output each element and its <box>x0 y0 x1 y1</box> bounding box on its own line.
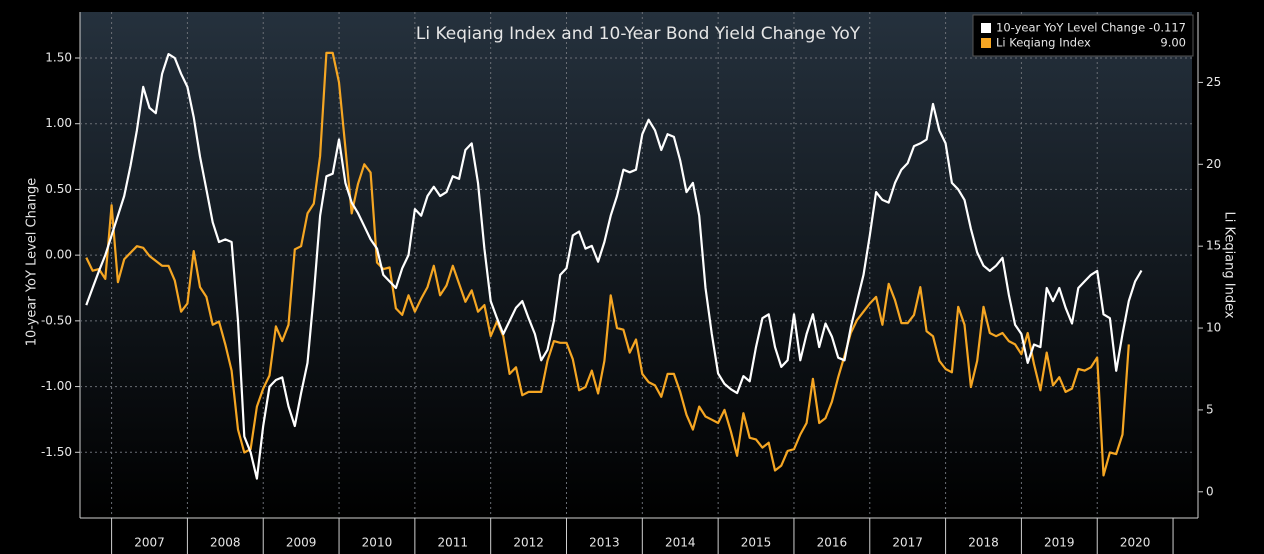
legend: 10-year YoY Level Change -0.117 Li Keqiang… <box>972 14 1194 57</box>
legend-value: -0.117 <box>1149 21 1186 35</box>
x-tick-label: 2012 <box>513 536 544 550</box>
y-tick-label: 1.00 <box>45 116 72 130</box>
series-line <box>85 53 1143 480</box>
legend-box <box>972 14 1194 57</box>
x-tick-label: 2019 <box>1044 536 1075 550</box>
x-tick-label: 2011 <box>437 536 468 550</box>
y-tick-label: -1.00 <box>41 379 72 393</box>
x-tick-label: 2014 <box>665 536 696 550</box>
y2-tick-label: 15 <box>1206 239 1221 253</box>
y2-tick-label: 0 <box>1206 484 1214 498</box>
y2-tick-label: 25 <box>1206 75 1221 89</box>
y-tick-label: -1.50 <box>41 445 72 459</box>
legend-label: 10-year YoY Level Change <box>996 21 1145 35</box>
y2-tick-label: 10 <box>1206 321 1221 335</box>
x-tick-label: 2020 <box>1120 536 1151 550</box>
legend-value: 9.00 <box>1160 36 1186 50</box>
chart-title: Li Keqiang Index and 10-Year Bond Yield … <box>416 24 861 44</box>
y-tick-label: 0.50 <box>45 182 72 196</box>
y2-axis-label: Li Keqiang Index <box>1222 211 1237 318</box>
x-tick-label: 2008 <box>210 536 241 550</box>
x-tick-label: 2013 <box>589 536 620 550</box>
grid: -1.50-1.00-0.500.000.501.001.50051015202… <box>41 12 1221 554</box>
plot-area <box>80 12 1192 518</box>
y-tick-label: 1.50 <box>45 51 72 65</box>
x-tick-label: 2010 <box>362 536 393 550</box>
legend-swatch <box>981 23 991 33</box>
x-tick-label: 2016 <box>817 536 848 550</box>
x-tick-label: 2017 <box>892 536 923 550</box>
y2-tick-label: 5 <box>1206 402 1214 416</box>
y-tick-label: -0.50 <box>41 313 72 327</box>
x-tick-label: 2015 <box>741 536 772 550</box>
x-tick-label: 2018 <box>968 536 999 550</box>
lines <box>85 51 1143 480</box>
y2-tick-label: 20 <box>1206 157 1221 171</box>
legend-swatch <box>981 38 991 48</box>
x-tick-label: 2007 <box>134 536 165 550</box>
y-tick-label: 0.00 <box>45 248 72 262</box>
series-line <box>85 51 1130 477</box>
legend-label: Li Keqiang Index <box>996 36 1091 50</box>
x-tick-label: 2009 <box>286 536 317 550</box>
y-axis-label: 10-year YoY Level Change <box>25 178 40 347</box>
